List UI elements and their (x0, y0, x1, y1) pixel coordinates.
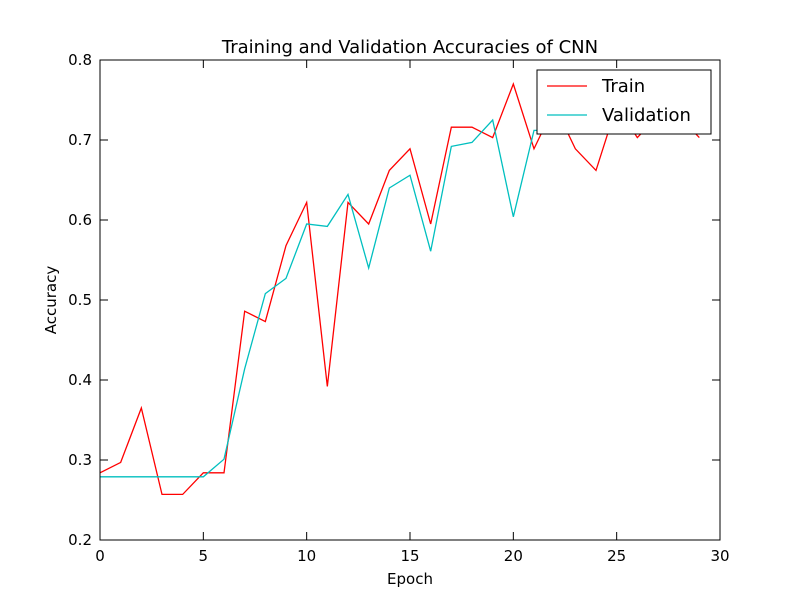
plot-background (100, 60, 720, 540)
legend-label-train: Train (601, 76, 645, 97)
y-tick-label: 0.7 (68, 131, 92, 149)
y-tick-label: 0.5 (68, 291, 92, 309)
x-tick-label: 15 (400, 547, 419, 565)
x-tick-label: 20 (504, 547, 523, 565)
chart-title: Training and Validation Accuracies of CN… (221, 37, 598, 58)
legend-label-validation: Validation (602, 105, 691, 126)
y-tick-labels: 0.2 0.3 0.4 0.5 0.6 0.7 0.8 (68, 51, 92, 549)
x-tick-label: 25 (607, 547, 626, 565)
x-tick-label: 30 (710, 547, 729, 565)
y-tick-label: 0.3 (68, 451, 92, 469)
x-tick-label: 10 (297, 547, 316, 565)
y-axis-label: Accuracy (42, 266, 60, 335)
legend: Train Validation (536, 69, 712, 135)
plot-area (99, 59, 721, 541)
x-tick-label: 5 (199, 547, 209, 565)
plot-frame (99, 59, 721, 541)
x-axis-label: Epoch (387, 570, 433, 588)
y-tick-label: 0.2 (68, 531, 92, 549)
y-tick-label: 0.6 (68, 211, 92, 229)
x-tick-labels: 0 5 10 15 20 25 30 (95, 547, 729, 565)
y-tick-label: 0.4 (68, 371, 92, 389)
legend-box (536, 69, 712, 135)
y-tick-label: 0.8 (68, 51, 92, 69)
x-tick-label: 0 (95, 547, 105, 565)
